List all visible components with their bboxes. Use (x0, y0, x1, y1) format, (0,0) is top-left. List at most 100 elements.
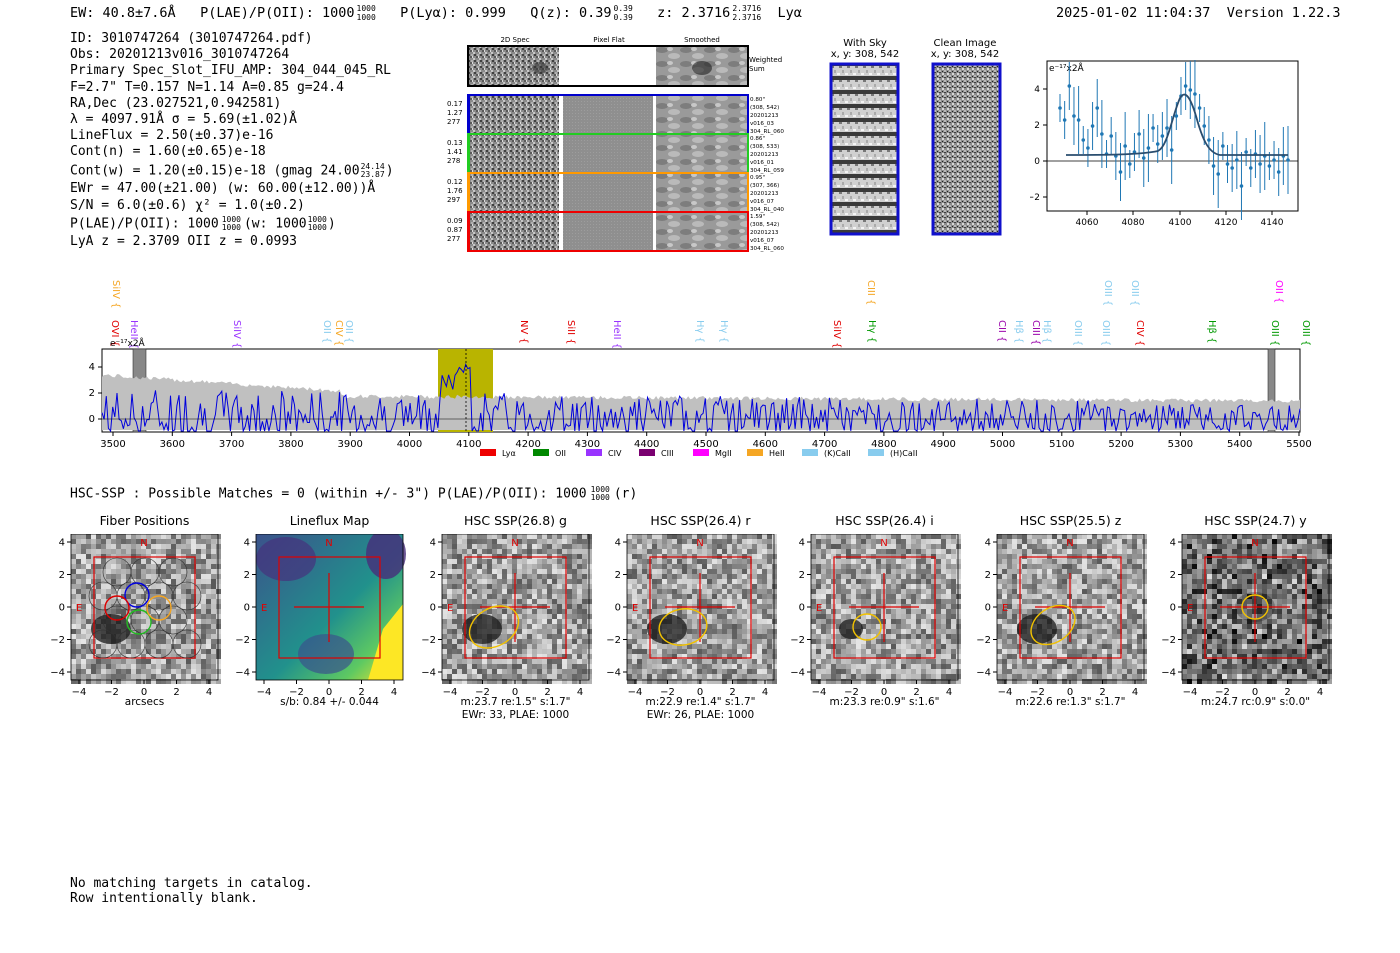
cutout-ytick: −4 (1161, 668, 1176, 679)
cutout-xtick: 0 (1067, 687, 1073, 698)
spectrum-xtick: 5500 (1286, 439, 1311, 450)
cutout-xtick: −4 (72, 687, 87, 698)
spectrum-xtick: 4000 (397, 439, 422, 450)
cutout-ytick: 2 (430, 570, 436, 581)
info-contn: Cont(n) = 1.60(±0.65)e-18 (70, 144, 266, 160)
cutout-ytick: 0 (985, 603, 991, 614)
info-plae-hi: 1000 (221, 214, 241, 224)
spectrum-xtick: 5100 (1049, 439, 1074, 450)
stamp-right-value: v016_07 (750, 199, 774, 205)
header-plya: P(Lyα): 0.999 (400, 5, 506, 21)
header-ew: EW: 40.8±7.6Å (70, 5, 176, 21)
header-timestamp: 2025-01-02 11:04:37 (1056, 5, 1211, 21)
cutout-caption: s/b: 0.84 +/- 0.044 (236, 696, 423, 709)
spectral-line-label: Hγ { (866, 320, 877, 343)
legend-label: (H)CaII (890, 449, 917, 458)
cutout-ytick: −2 (790, 635, 805, 646)
clean-xy: x, y: 308, 542 (930, 49, 1000, 60)
fit-point (1137, 132, 1141, 136)
cutout-title: HSC SSP(26.4) r (650, 513, 751, 528)
fit-point (1141, 156, 1146, 160)
spectrum-xtick: 4100 (456, 439, 481, 450)
east-label: E (261, 603, 267, 614)
cutout-ytick: −4 (50, 668, 65, 679)
cutout-image: N E 4 2 0 −2 −4 −4 −2 0 2 4 (790, 534, 961, 698)
fit-point (1188, 88, 1193, 92)
cutout-image: N E 4 2 0 −2 −4 −4 −2 0 2 4 (50, 534, 221, 698)
cutout-xtick: 2 (729, 687, 735, 698)
hsc-summary: HSC-SSP : Possible Matches = 0 (within +… (70, 486, 637, 502)
header-qz: Q(z): 0.39 (530, 5, 612, 21)
spectrum-xtick: 4700 (812, 439, 837, 450)
cutout-xtick: 4 (762, 687, 768, 698)
cutout-ytick: −4 (976, 668, 991, 679)
fit-point (1286, 158, 1290, 162)
east-label: E (1187, 603, 1193, 614)
fit-point (1086, 146, 1090, 150)
spectrum-xtick: 4900 (930, 439, 955, 450)
stamp-right-value: 304_RL_060 (750, 129, 784, 135)
spectral-line-label: OIII { (1129, 280, 1140, 306)
fit-point (1239, 184, 1244, 188)
detection-info: ID: 3010747264 (3010747264.pdf) Obs: 202… (70, 31, 394, 251)
spectral-line-label: CII { (996, 320, 1007, 342)
fit-xtick: 4060 (1076, 218, 1099, 228)
cutout-xtick: 0 (881, 687, 887, 698)
info-contw-lo: 23.87 (360, 169, 385, 179)
full-spectrum: SiIV {CIII {OIII {OIII {OII { OVI {HeII … (89, 280, 1312, 458)
info-id: ID: 3010747264 (3010747264.pdf) (70, 31, 313, 46)
spectral-line-label: OVI { (109, 320, 120, 347)
cutout-ytick: 0 (799, 603, 805, 614)
spectrum-xtick: 3700 (219, 439, 244, 450)
fit-point (1221, 144, 1225, 148)
east-label: E (447, 603, 453, 614)
cutout-ytick: −2 (606, 635, 621, 646)
fit-point (1095, 106, 1100, 110)
cutout-xtick: −4 (443, 687, 458, 698)
stamp-right-value: v016_07 (750, 238, 774, 244)
spectral-line-label: Hγ { (718, 320, 729, 343)
info-contw-end: ) (385, 163, 394, 179)
cutout-title: HSC SSP(24.7) y (1204, 513, 1307, 528)
fit-unit-label: e⁻¹⁷x2Å (1049, 62, 1085, 74)
info-radec: RA,Dec (23.027521,0.942581) (70, 95, 282, 111)
spectrum-xtick: 3600 (160, 439, 185, 450)
header-z-line: Lyα (777, 5, 802, 21)
east-label: E (632, 603, 638, 614)
legend-label: CIII (661, 449, 674, 458)
cutout-ytick: 2 (1170, 570, 1176, 581)
spectrum-xtick: 5400 (1227, 439, 1252, 450)
fit-point (1062, 118, 1067, 122)
spectral-line-label: CIV { (333, 320, 344, 346)
with-sky-xy: x, y: 308, 542 (830, 49, 900, 60)
cutout-xtick: 4 (946, 687, 952, 698)
stamp-left-value: 277 (447, 235, 460, 243)
spectral-line-label: SiIV { (110, 280, 121, 308)
cutout-ytick: 4 (799, 538, 805, 549)
fit-point (1202, 124, 1207, 128)
stamp-left-value: 278 (447, 157, 460, 165)
spectral-line-label: OIII { (1100, 320, 1111, 346)
with-sky-title: With Sky (843, 38, 887, 49)
stamp-left-value: 1.27 (447, 109, 463, 117)
fit-point (1072, 114, 1076, 118)
source-ellipse (468, 605, 520, 649)
header-z: z: 2.3716 (657, 5, 731, 21)
cutout-caption-line1: m:22.6 re:1.3" s:1.7" (1015, 696, 1126, 708)
clean-title: Clean Image (933, 38, 997, 49)
cutout-caption: m:22.9 re:1.4" s:1.7" EWr: 26, PLAE: 1000 (607, 696, 794, 722)
source-ellipse (658, 608, 708, 646)
clean-title-block: Clean Image x, y: 308, 542 (920, 38, 1010, 60)
spectral-line-label: HeII { (128, 320, 139, 349)
spectral-line-label: OIII { (1072, 320, 1083, 346)
cutout-xtick: 0 (512, 687, 518, 698)
legend-swatch (693, 449, 709, 456)
spectral-line-label: OII { (321, 320, 332, 343)
fit-ytick: 2 (1034, 121, 1040, 131)
cutout-xtick: 0 (141, 687, 147, 698)
info-obs: Obs: 20201213v016_3010747264 (70, 47, 290, 63)
cutout-image: N E 4 2 0 −2 −4 −4 −2 0 2 4 (235, 534, 406, 698)
cutout-ytick: 4 (244, 538, 250, 549)
spectral-line-label: SiIV { (831, 320, 842, 348)
